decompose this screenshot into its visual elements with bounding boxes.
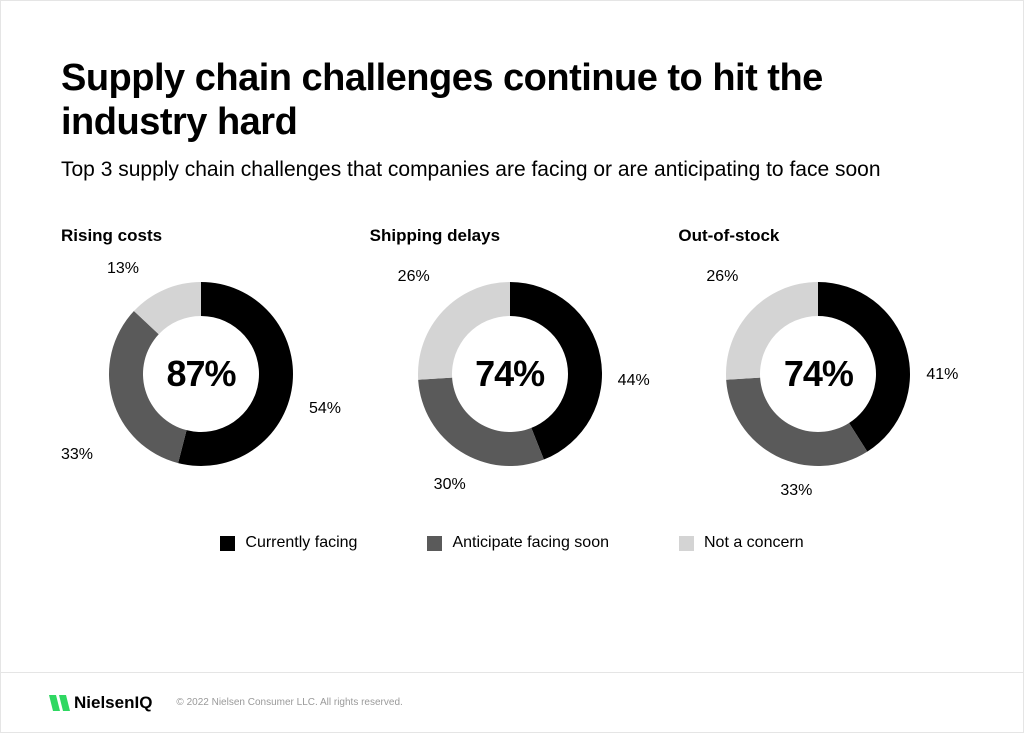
chart-container: Supply chain challenges continue to hit … — [1, 1, 1023, 552]
donut-chart-title: Out-of-stock — [678, 226, 963, 246]
donut-chart-title: Shipping delays — [370, 226, 655, 246]
legend-item: Currently facing — [220, 534, 357, 552]
donut-slice-label: 54% — [309, 400, 341, 418]
legend-label: Not a concern — [704, 534, 804, 552]
legend-swatch — [679, 536, 694, 551]
chart-title: Supply chain challenges continue to hit … — [61, 57, 963, 144]
donut-slice-label: 30% — [434, 476, 466, 494]
donut-chart: Rising costs 87% 54% 33% 13% — [61, 226, 346, 494]
legend-item: Not a concern — [679, 534, 804, 552]
footer: NielsenIQ © 2022 Nielsen Consumer LLC. A… — [1, 672, 1023, 732]
donut-slice-label: 26% — [706, 268, 738, 286]
donut-wrap: 74% 44% 30% 26% — [370, 254, 650, 494]
legend-label: Currently facing — [245, 534, 357, 552]
brand-logo-icon — [49, 694, 71, 712]
legend-label: Anticipate facing soon — [452, 534, 609, 552]
donut-chart: Out-of-stock74%41%33%26% — [678, 226, 963, 494]
donut-center-value: 74% — [475, 353, 544, 395]
legend: Currently facing Anticipate facing soon No… — [61, 534, 963, 552]
donut-slice-label: 13% — [107, 260, 139, 278]
chart-subtitle: Top 3 supply chain challenges that compa… — [61, 158, 963, 182]
donut-slice-label: 26% — [398, 268, 430, 286]
donut-center-value: 87% — [166, 353, 235, 395]
copyright-text: © 2022 Nielsen Consumer LLC. All rights … — [176, 697, 402, 708]
donut-chart: Shipping delays 74% 44% 30% 26% — [370, 226, 655, 494]
donut-slice-label: 44% — [618, 372, 650, 390]
legend-swatch — [427, 536, 442, 551]
donut-slice-label: 41% — [926, 366, 958, 384]
donut-wrap: 74%41%33%26% — [678, 254, 958, 494]
donut-slice-label: 33% — [61, 446, 93, 464]
donut-slice-label: 33% — [780, 482, 812, 500]
brand-name: NielsenIQ — [74, 693, 152, 713]
donut-center-value: 74% — [784, 353, 853, 395]
donut-chart-title: Rising costs — [61, 226, 346, 246]
legend-swatch — [220, 536, 235, 551]
brand-logo: NielsenIQ — [49, 693, 152, 713]
donut-wrap: 87% 54% 33% 13% — [61, 254, 341, 494]
legend-item: Anticipate facing soon — [427, 534, 609, 552]
donut-charts-row: Rising costs 87% 54% 33% 13% Shipping delays 7… — [61, 226, 963, 494]
